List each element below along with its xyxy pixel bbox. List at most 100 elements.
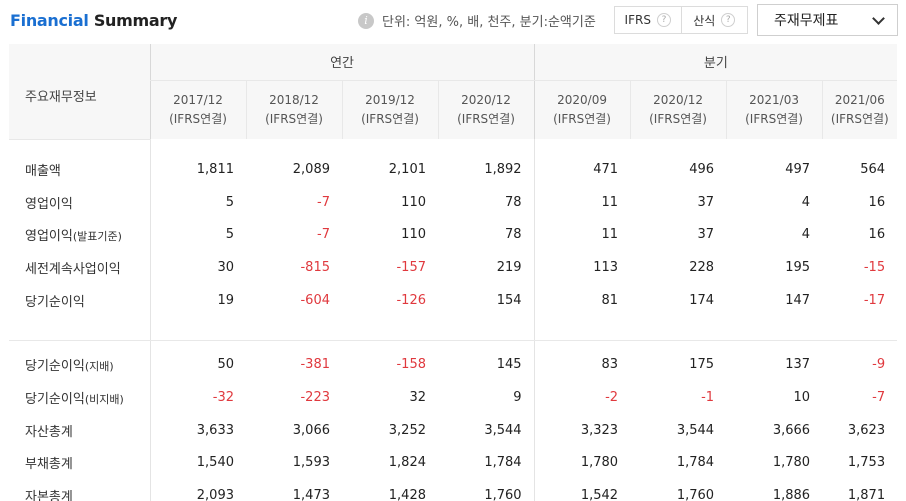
report-basis-toggle: IFRS ? 산식 ? xyxy=(614,6,748,34)
table-cell: 147 xyxy=(785,292,811,308)
column-date: 2020/12 xyxy=(653,92,703,107)
table-row: 매출액 1,811 2,089 2,101 1,892 471 496 497 564 xyxy=(9,153,897,186)
row-label[interactable]: 자산총계 xyxy=(9,414,150,447)
toggle-ifrs-label: IFRS xyxy=(624,13,651,27)
row-header-label: 주요재무정보 xyxy=(9,44,150,140)
column-basis: (IFRS연결) xyxy=(457,111,515,126)
column-header[interactable]: 2020/09 (IFRS연결) xyxy=(533,80,631,139)
table-cell: -15 xyxy=(863,259,886,275)
group-quarter: 분기 xyxy=(533,44,897,81)
financial-summary-table: 주요재무정보 연간 분기 2017/12 (IFRS연결) 2018/12 (IFR… xyxy=(9,44,897,501)
column-date: 2021/06 xyxy=(834,92,885,107)
row-spacer xyxy=(9,316,897,341)
row-label[interactable]: 당기순이익(지배) xyxy=(9,348,150,381)
table-cell: 3,623 xyxy=(847,422,886,438)
row-label-text: 자산총계 xyxy=(25,424,73,440)
spacer-cell xyxy=(149,139,246,153)
row-label[interactable]: 당기순이익(비지배) xyxy=(9,381,150,414)
table-cell: 1,871 xyxy=(847,488,886,501)
row-label-text: 영업이익 xyxy=(25,229,73,245)
column-basis: (IFRS연결) xyxy=(649,111,707,126)
table-cell: -7 xyxy=(872,389,886,405)
table-cell: 3,633 xyxy=(149,413,246,447)
table-cell: 78 xyxy=(505,227,522,243)
column-header[interactable]: 2021/03 (IFRS연결) xyxy=(725,80,823,139)
column-date: 2021/03 xyxy=(749,92,799,107)
column-date: 2019/12 xyxy=(365,92,415,107)
column-header[interactable]: 2021/06 (IFRS연결) xyxy=(821,80,897,139)
statement-select-value: 주재무제표 xyxy=(774,13,839,29)
row-label[interactable]: 자본총계 xyxy=(9,479,150,501)
table-cell: 228 xyxy=(689,259,715,275)
title-accent: Financial xyxy=(10,11,89,30)
column-date: 2017/12 xyxy=(173,92,223,107)
table-cell: 50 xyxy=(149,348,246,382)
statement-select[interactable]: 주재무제표 xyxy=(757,4,898,36)
column-date: 2020/09 xyxy=(557,92,607,107)
spacer-cell xyxy=(9,340,150,348)
title-rest: Summary xyxy=(88,11,178,30)
table-cell: 5 xyxy=(149,218,246,252)
table-cell: 16 xyxy=(868,194,886,210)
table-cell: 4 xyxy=(801,227,811,243)
table-cell: 110 xyxy=(401,227,426,243)
column-header[interactable]: 2020/12 (IFRS연결) xyxy=(629,80,727,139)
row-label[interactable]: 세전계속사업이익 xyxy=(9,251,150,284)
table-cell: 145 xyxy=(496,357,522,373)
row-label[interactable]: 부채총계 xyxy=(9,447,150,480)
row-label-text: 당기순이익 xyxy=(25,391,85,407)
spacer-cell xyxy=(630,316,727,341)
table-cell: -158 xyxy=(396,357,426,373)
table-cell: 3,666 xyxy=(772,422,811,438)
spacer-cell xyxy=(149,340,246,349)
table-cell: -1 xyxy=(701,389,715,405)
column-date: 2018/12 xyxy=(269,92,319,107)
column-basis: (IFRS연결) xyxy=(553,111,611,126)
row-spacer xyxy=(9,139,897,153)
table-cell: 3,323 xyxy=(533,413,631,447)
column-header[interactable]: 2019/12 (IFRS연결) xyxy=(341,80,438,139)
table-cell: 32 xyxy=(409,389,426,405)
chevron-down-icon xyxy=(872,12,885,25)
help-icon[interactable]: ? xyxy=(721,13,736,27)
table-cell: 3,252 xyxy=(388,422,426,438)
row-label-sub: (발표기준) xyxy=(72,230,122,244)
toggle-ifrs[interactable]: IFRS ? xyxy=(615,7,681,33)
table-cell: 1,760 xyxy=(484,488,522,501)
table-cell: 37 xyxy=(697,227,715,243)
table-cell: 37 xyxy=(697,194,715,210)
row-label[interactable]: 영업이익 xyxy=(9,186,150,219)
row-label[interactable]: 매출액 xyxy=(9,153,150,186)
unit-info: i 단위: 억원, %, 배, 천주, 분기:순액기준 xyxy=(358,11,596,30)
row-label[interactable]: 당기순이익 xyxy=(9,284,150,317)
table-cell: 3,544 xyxy=(484,422,522,438)
toggle-formula[interactable]: 산식 ? xyxy=(680,7,748,33)
row-label-sub: (비지배) xyxy=(84,392,124,406)
info-icon[interactable]: i xyxy=(358,12,374,29)
table-cell: 1,473 xyxy=(292,488,330,501)
spacer-cell xyxy=(149,316,246,341)
spacer-cell xyxy=(342,139,438,153)
row-label[interactable]: 영업이익(발표기준) xyxy=(9,218,150,251)
column-header[interactable]: 2020/12 (IFRS연결) xyxy=(437,80,535,139)
help-icon[interactable]: ? xyxy=(656,13,671,27)
table-cell: 1,886 xyxy=(772,488,811,501)
spacer-cell xyxy=(438,139,534,153)
summary-header: Financial Summary i 단위: 억원, %, 배, 천주, 분기… xyxy=(0,0,906,44)
table-cell: 30 xyxy=(149,251,246,284)
column-header[interactable]: 2017/12 (IFRS연결) xyxy=(149,80,246,139)
spacer-cell xyxy=(822,316,897,341)
table-cell: 1,892 xyxy=(484,161,522,177)
table-cell: 175 xyxy=(689,357,715,373)
spacer-cell xyxy=(533,316,631,341)
table-row: 당기순이익(지배) 50 -381 -158 145 83 175 137 -9 xyxy=(9,348,897,382)
spacer-cell xyxy=(342,316,438,341)
table-row: 당기순이익(비지배) -32 -223 32 9 -2 -1 10 -7 xyxy=(9,381,897,414)
spacer-cell xyxy=(822,139,897,153)
table-row: 세전계속사업이익 30 -815 -157 219 113 228 195 -15 xyxy=(9,251,897,284)
column-header[interactable]: 2018/12 (IFRS연결) xyxy=(245,80,342,139)
table-cell: 110 xyxy=(401,194,426,210)
table-cell: 1,760 xyxy=(676,488,715,501)
table-row: 영업이익(발표기준) 5 -7 110 78 11 37 4 16 xyxy=(9,218,897,252)
table-cell: -381 xyxy=(300,357,330,373)
